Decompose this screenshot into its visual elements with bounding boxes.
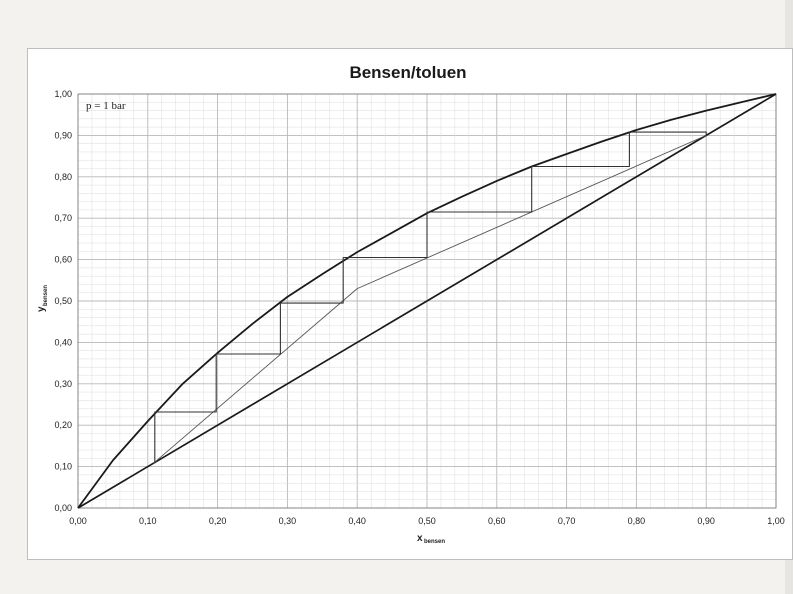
chart-title: Bensen/toluen	[349, 63, 466, 82]
y-tick-label: 0,80	[54, 172, 72, 182]
x-tick-label: 0,00	[69, 516, 87, 526]
y-tick-label: 0,40	[54, 337, 72, 347]
y-tick-label: 0,00	[54, 503, 72, 513]
y-tick-label: 0,70	[54, 213, 72, 223]
y-axis-label-main: y	[36, 306, 47, 312]
x-tick-label: 0,20	[209, 516, 227, 526]
series-stages	[154, 131, 707, 464]
y-tick-label: 0,60	[54, 255, 72, 265]
y-tick-label: 0,10	[54, 462, 72, 472]
x-tick-label: 0,60	[488, 516, 506, 526]
plot-border	[77, 93, 777, 509]
x-tick-label: 0,30	[279, 516, 297, 526]
pressure-annotation: p = 1 bar	[86, 100, 126, 112]
x-tick-label: 0,10	[139, 516, 157, 526]
series-layer	[77, 93, 777, 509]
y-tick-label: 0,50	[54, 296, 72, 306]
x-axis-label-sub: bensen	[424, 539, 445, 545]
x-tick-label: 1,00	[767, 516, 785, 526]
series-operating-line-lower	[153, 288, 358, 464]
series-diagonal	[77, 93, 777, 509]
plot-area-border	[77, 93, 777, 509]
x-tick-label: 0,70	[558, 516, 576, 526]
x-tick-labels: 0,00 0,10 0,20 0,30 0,40 0,50 0,60 0,70 0,80 0,90…	[69, 516, 785, 526]
x-axis-label-main: x	[417, 533, 423, 544]
y-tick-label: 0,30	[54, 379, 72, 389]
y-tick-label: 0,90	[54, 130, 72, 140]
y-axis-label: y bensen	[36, 285, 49, 312]
x-tick-label: 0,50	[418, 516, 436, 526]
x-axis-label: x bensen	[417, 533, 445, 545]
x-tick-label: 0,40	[348, 516, 366, 526]
x-tick-label: 0,80	[628, 516, 646, 526]
y-tick-labels: 0,00 0,10 0,20 0,30 0,40 0,50 0,60 0,70 0,80 0,90…	[54, 89, 72, 513]
y-tick-label: 0,20	[54, 420, 72, 430]
y-axis-label-sub: bensen	[43, 285, 49, 306]
y-tick-label: 1,00	[54, 89, 72, 99]
x-tick-label: 0,90	[697, 516, 715, 526]
